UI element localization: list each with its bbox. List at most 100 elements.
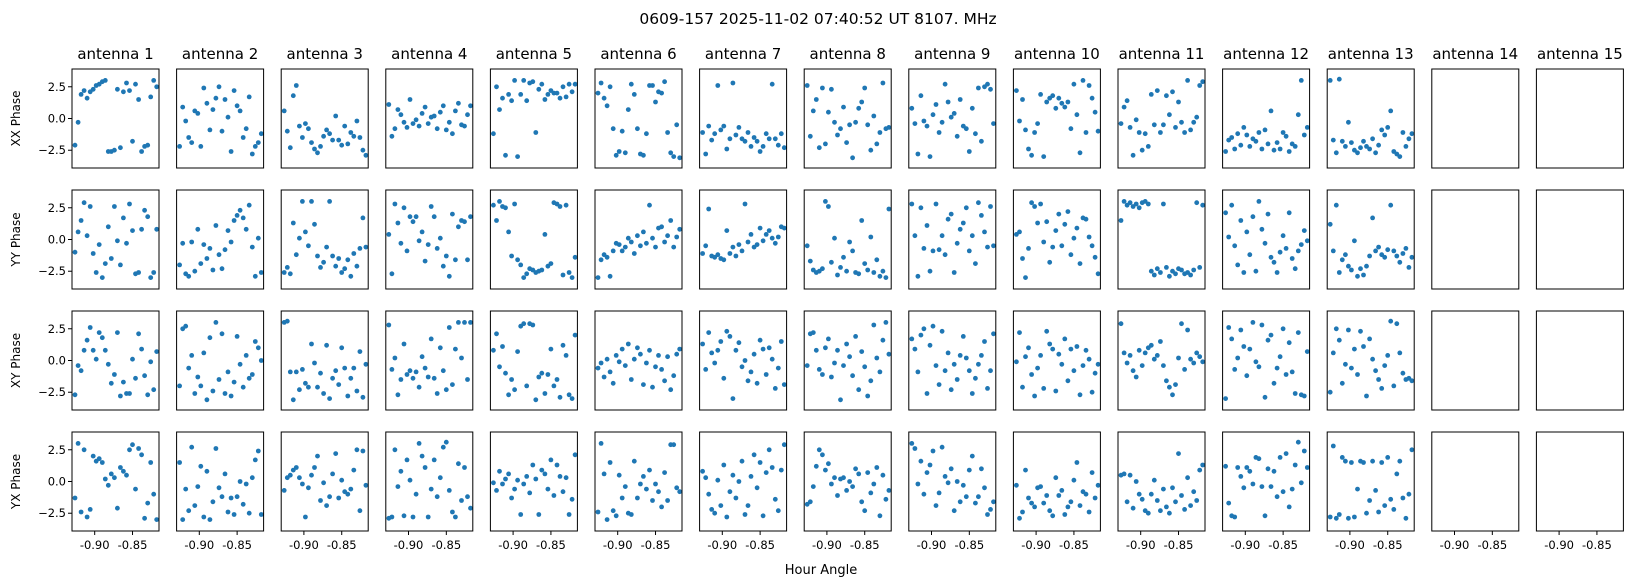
subplot-2-15 bbox=[1535, 189, 1624, 290]
data-point bbox=[1083, 347, 1089, 353]
subplot-4-10: -0.90 -0.85 bbox=[1012, 431, 1101, 552]
subplot-title: antenna 5 bbox=[496, 45, 572, 63]
data-point bbox=[939, 444, 945, 450]
data-point bbox=[1400, 370, 1406, 376]
data-point bbox=[1017, 330, 1022, 335]
data-point bbox=[772, 240, 778, 246]
subplot-3-9 bbox=[908, 310, 997, 411]
axes-frame bbox=[280, 310, 369, 411]
data-point bbox=[1241, 485, 1247, 491]
data-point bbox=[677, 155, 683, 161]
data-point bbox=[434, 246, 440, 251]
data-point bbox=[1041, 154, 1047, 160]
data-point bbox=[598, 360, 604, 366]
axes-frame bbox=[1326, 431, 1415, 532]
data-point bbox=[228, 495, 234, 501]
data-point bbox=[345, 393, 351, 399]
data-point bbox=[210, 499, 216, 505]
data-point bbox=[775, 142, 781, 148]
data-point bbox=[557, 394, 563, 400]
data-point bbox=[512, 486, 517, 492]
data-point bbox=[443, 387, 449, 393]
data-point bbox=[512, 78, 517, 83]
data-point bbox=[957, 97, 963, 102]
data-point bbox=[1050, 93, 1056, 99]
data-point bbox=[145, 214, 151, 220]
data-point bbox=[616, 242, 622, 248]
data-point bbox=[548, 261, 554, 266]
data-point bbox=[954, 240, 960, 246]
data-point bbox=[604, 356, 610, 362]
data-point bbox=[105, 224, 111, 230]
data-point bbox=[84, 514, 90, 520]
data-point bbox=[112, 475, 117, 481]
data-point bbox=[1226, 234, 1232, 240]
data-point bbox=[392, 201, 398, 207]
data-point bbox=[665, 233, 670, 239]
data-point bbox=[1271, 147, 1277, 153]
data-point bbox=[395, 392, 401, 398]
data-point bbox=[1020, 384, 1025, 390]
data-point bbox=[563, 94, 569, 100]
data-point bbox=[357, 508, 363, 514]
data-point bbox=[1062, 336, 1068, 342]
data-point bbox=[1370, 458, 1375, 464]
data-point bbox=[290, 397, 296, 403]
data-point bbox=[297, 235, 302, 241]
data-point bbox=[81, 200, 87, 206]
data-point bbox=[1029, 500, 1034, 506]
data-point bbox=[572, 81, 578, 87]
data-point bbox=[1083, 130, 1089, 135]
x-tick-label: -0.90 bbox=[498, 538, 528, 552]
data-point bbox=[554, 462, 560, 468]
data-point bbox=[1304, 238, 1310, 244]
data-point bbox=[1179, 493, 1184, 498]
data-point bbox=[1349, 140, 1354, 146]
data-point bbox=[936, 490, 942, 496]
data-point bbox=[945, 99, 951, 105]
data-point bbox=[829, 259, 834, 265]
data-point bbox=[491, 131, 496, 137]
data-point bbox=[1095, 361, 1101, 367]
data-point bbox=[880, 337, 886, 343]
axes-frame bbox=[385, 431, 474, 532]
data-point bbox=[1127, 353, 1133, 358]
data-point bbox=[342, 123, 348, 129]
axes-frame bbox=[699, 431, 788, 532]
data-point bbox=[389, 133, 395, 139]
data-point bbox=[976, 494, 981, 500]
data-point bbox=[1385, 125, 1391, 130]
x-tick-label: -0.90 bbox=[1440, 538, 1470, 552]
data-point bbox=[1295, 112, 1301, 118]
data-point bbox=[1080, 78, 1086, 83]
data-point bbox=[939, 328, 945, 334]
data-point bbox=[1133, 201, 1139, 207]
data-point bbox=[539, 370, 545, 376]
data-point bbox=[1032, 130, 1037, 135]
data-point bbox=[560, 272, 566, 278]
data-point bbox=[303, 380, 308, 386]
data-point bbox=[434, 494, 440, 500]
data-point bbox=[115, 505, 120, 511]
subplot-1-4: antenna 4 bbox=[385, 45, 474, 169]
data-point bbox=[443, 439, 449, 445]
data-point bbox=[560, 342, 566, 348]
data-point bbox=[1089, 389, 1095, 395]
data-point bbox=[963, 355, 969, 361]
data-point bbox=[542, 471, 548, 477]
data-point bbox=[1373, 150, 1378, 156]
data-point bbox=[859, 499, 865, 505]
data-point bbox=[1176, 451, 1181, 456]
data-point bbox=[625, 341, 631, 347]
data-point bbox=[1032, 204, 1037, 209]
data-point bbox=[536, 86, 542, 92]
data-point bbox=[440, 368, 446, 374]
data-point bbox=[718, 503, 724, 508]
data-point bbox=[727, 334, 733, 339]
data-point bbox=[1077, 392, 1083, 398]
data-point bbox=[715, 252, 721, 258]
data-point bbox=[521, 78, 527, 83]
data-point bbox=[1041, 500, 1047, 506]
data-point bbox=[102, 347, 108, 353]
data-point bbox=[425, 374, 431, 380]
